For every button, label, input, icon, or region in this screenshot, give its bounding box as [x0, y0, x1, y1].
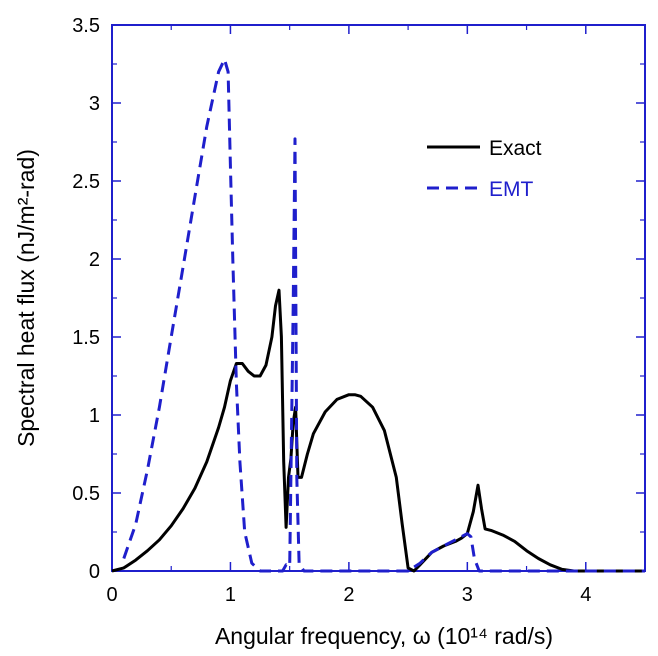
y-tick-label: 2 [89, 249, 100, 271]
x-tick-label: 4 [580, 584, 591, 606]
series-layer [111, 57, 645, 573]
series-line-emt [122, 57, 645, 573]
x-tick-label: 3 [462, 584, 473, 606]
x-tick-label: 1 [225, 584, 236, 606]
x-tick-label: 2 [343, 584, 354, 606]
y-tick-label: 0.5 [72, 483, 100, 505]
y-tick-label: 3 [89, 93, 100, 115]
x-tick-label: 0 [106, 584, 117, 606]
y-tick-label: 2.5 [72, 171, 100, 193]
axes [111, 24, 646, 572]
x-tick-labels: 0 1 2 3 4 [106, 584, 591, 606]
y-tick-label: 3.5 [72, 15, 100, 37]
y-tick-labels: 0 0.5 1 1.5 2 2.5 3 3.5 [72, 15, 100, 583]
legend-label-exact: Exact [489, 137, 542, 160]
legend: Exact EMT [427, 137, 542, 201]
plot-frame [111, 24, 646, 572]
series-line-exact [111, 288, 645, 573]
y-tick-label: 0 [89, 561, 100, 583]
x-axis-label: Angular frequency, ω (10¹⁴ rad/s) [215, 623, 553, 649]
y-tick-label: 1 [89, 405, 100, 427]
legend-label-emt: EMT [489, 178, 534, 201]
y-axis-label: Spectral heat flux (nJ/m²-rad) [13, 149, 39, 447]
y-tick-label: 1.5 [72, 327, 100, 349]
